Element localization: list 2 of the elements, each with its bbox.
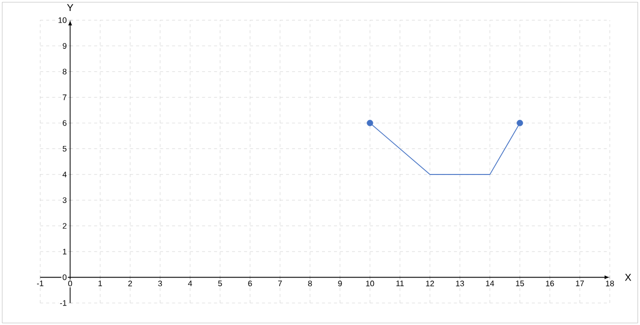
y-axis-title: Y bbox=[67, 4, 74, 11]
x-axis-title: X bbox=[624, 274, 632, 281]
